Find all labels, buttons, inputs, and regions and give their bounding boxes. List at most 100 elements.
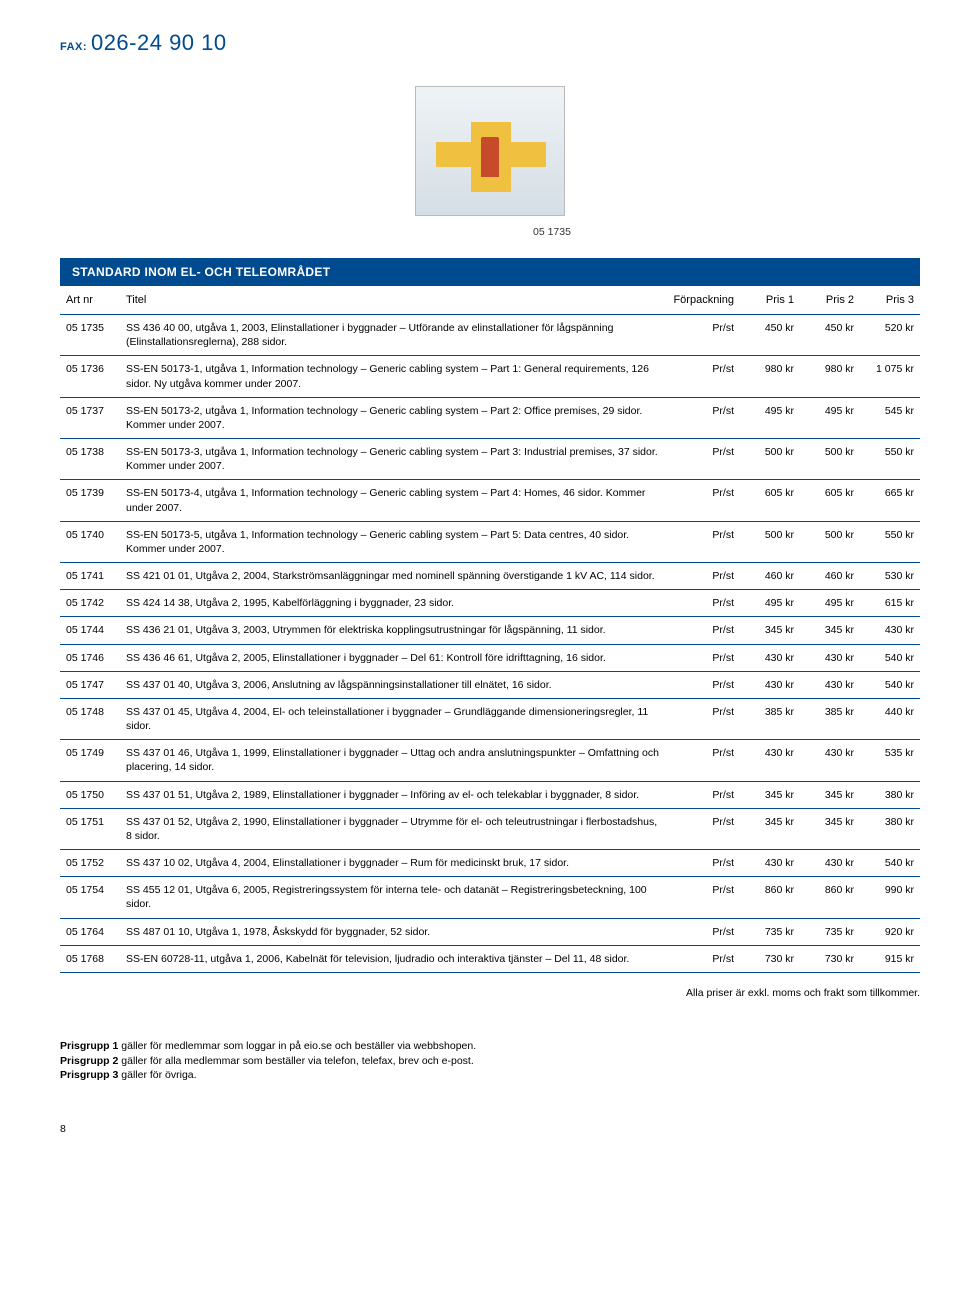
prisgrupp-1-text: gäller för medlemmar som loggar in på ei… bbox=[118, 1040, 476, 1052]
prisgrupp-line: Prisgrupp 2 gäller för alla medlemmar so… bbox=[60, 1054, 920, 1069]
cell-forpackning: Pr/st bbox=[667, 397, 740, 438]
product-image-wrap bbox=[60, 86, 920, 221]
cell-pris1: 430 kr bbox=[740, 644, 800, 671]
table-row: 05 1752SS 437 10 02, Utgåva 4, 2004, Eli… bbox=[60, 850, 920, 877]
cell-pris2: 735 kr bbox=[800, 918, 860, 945]
table-row: 05 1744SS 436 21 01, Utgåva 3, 2003, Utr… bbox=[60, 617, 920, 644]
cell-pris1: 735 kr bbox=[740, 918, 800, 945]
cell-pris2: 495 kr bbox=[800, 590, 860, 617]
cell-titel: SS-EN 50173-5, utgåva 1, Information tec… bbox=[120, 521, 667, 562]
cell-pris1: 450 kr bbox=[740, 315, 800, 356]
col-pris3: Pris 3 bbox=[860, 286, 920, 315]
cell-artnr: 05 1764 bbox=[60, 918, 120, 945]
cell-pris1: 605 kr bbox=[740, 480, 800, 521]
cell-pris1: 345 kr bbox=[740, 617, 800, 644]
cell-pris3: 545 kr bbox=[860, 397, 920, 438]
cell-pris1: 980 kr bbox=[740, 356, 800, 397]
cell-titel: SS 437 01 40, Utgåva 3, 2006, Anslutning… bbox=[120, 671, 667, 698]
table-row: 05 1739SS-EN 50173-4, utgåva 1, Informat… bbox=[60, 480, 920, 521]
section-banner: STANDARD INOM EL- OCH TELEOMRÅDET bbox=[60, 258, 920, 286]
cell-forpackning: Pr/st bbox=[667, 644, 740, 671]
cell-artnr: 05 1746 bbox=[60, 644, 120, 671]
cell-artnr: 05 1737 bbox=[60, 397, 120, 438]
cell-pris3: 520 kr bbox=[860, 315, 920, 356]
col-forpackning: Förpackning bbox=[667, 286, 740, 315]
cell-titel: SS 437 01 46, Utgåva 1, 1999, Elinstalla… bbox=[120, 740, 667, 781]
cell-titel: SS 436 40 00, utgåva 1, 2003, Elinstalla… bbox=[120, 315, 667, 356]
cell-artnr: 05 1751 bbox=[60, 808, 120, 849]
cell-titel: SS 436 21 01, Utgåva 3, 2003, Utrymmen f… bbox=[120, 617, 667, 644]
cell-artnr: 05 1768 bbox=[60, 945, 120, 972]
col-titel: Titel bbox=[120, 286, 667, 315]
prisgrupp-1-label: Prisgrupp 1 bbox=[60, 1040, 118, 1052]
table-row: 05 1764SS 487 01 10, Utgåva 1, 1978, Åsk… bbox=[60, 918, 920, 945]
cell-pris2: 430 kr bbox=[800, 644, 860, 671]
cell-pris1: 430 kr bbox=[740, 850, 800, 877]
cell-artnr: 05 1747 bbox=[60, 671, 120, 698]
cell-artnr: 05 1739 bbox=[60, 480, 120, 521]
cell-forpackning: Pr/st bbox=[667, 781, 740, 808]
cell-pris1: 730 kr bbox=[740, 945, 800, 972]
prisgrupp-2-text: gäller för alla medlemmar som beställer … bbox=[118, 1055, 473, 1067]
lighthouse-icon bbox=[481, 137, 499, 177]
table-row: 05 1737SS-EN 50173-2, utgåva 1, Informat… bbox=[60, 397, 920, 438]
cell-artnr: 05 1738 bbox=[60, 439, 120, 480]
cell-forpackning: Pr/st bbox=[667, 439, 740, 480]
cell-forpackning: Pr/st bbox=[667, 521, 740, 562]
prisgrupp-line: Prisgrupp 3 gäller för övriga. bbox=[60, 1068, 920, 1083]
cell-forpackning: Pr/st bbox=[667, 850, 740, 877]
cell-pris2: 500 kr bbox=[800, 521, 860, 562]
fax-label: FAX: bbox=[60, 41, 87, 53]
cell-artnr: 05 1749 bbox=[60, 740, 120, 781]
cell-artnr: 05 1741 bbox=[60, 563, 120, 590]
table-row: 05 1748SS 437 01 45, Utgåva 4, 2004, El-… bbox=[60, 698, 920, 739]
cell-artnr: 05 1740 bbox=[60, 521, 120, 562]
cell-pris1: 500 kr bbox=[740, 439, 800, 480]
cell-pris2: 345 kr bbox=[800, 808, 860, 849]
cell-artnr: 05 1750 bbox=[60, 781, 120, 808]
cell-forpackning: Pr/st bbox=[667, 671, 740, 698]
prisgrupp-3-text: gäller för övriga. bbox=[118, 1069, 196, 1081]
cell-artnr: 05 1742 bbox=[60, 590, 120, 617]
cell-forpackning: Pr/st bbox=[667, 590, 740, 617]
cell-pris2: 430 kr bbox=[800, 740, 860, 781]
prisgrupp-2-label: Prisgrupp 2 bbox=[60, 1055, 118, 1067]
product-image bbox=[415, 86, 565, 216]
cell-pris1: 860 kr bbox=[740, 877, 800, 918]
cell-pris1: 385 kr bbox=[740, 698, 800, 739]
col-artnr: Art nr bbox=[60, 286, 120, 315]
cell-forpackning: Pr/st bbox=[667, 356, 740, 397]
cell-pris1: 430 kr bbox=[740, 671, 800, 698]
cell-pris3: 915 kr bbox=[860, 945, 920, 972]
cell-pris1: 430 kr bbox=[740, 740, 800, 781]
cell-pris3: 920 kr bbox=[860, 918, 920, 945]
prisgrupp-3-label: Prisgrupp 3 bbox=[60, 1069, 118, 1081]
cell-titel: SS-EN 50173-4, utgåva 1, Information tec… bbox=[120, 480, 667, 521]
cell-pris1: 345 kr bbox=[740, 781, 800, 808]
table-header-row: Art nr Titel Förpackning Pris 1 Pris 2 P… bbox=[60, 286, 920, 315]
table-row: 05 1742SS 424 14 38, Utgåva 2, 1995, Kab… bbox=[60, 590, 920, 617]
cell-pris1: 495 kr bbox=[740, 397, 800, 438]
cell-pris3: 530 kr bbox=[860, 563, 920, 590]
cell-pris2: 430 kr bbox=[800, 850, 860, 877]
table-row: 05 1746SS 436 46 61, Utgåva 2, 2005, Eli… bbox=[60, 644, 920, 671]
cell-titel: SS 424 14 38, Utgåva 2, 1995, Kabelförlä… bbox=[120, 590, 667, 617]
cell-artnr: 05 1735 bbox=[60, 315, 120, 356]
cell-pris3: 440 kr bbox=[860, 698, 920, 739]
cell-titel: SS 437 01 45, Utgåva 4, 2004, El- och te… bbox=[120, 698, 667, 739]
cell-titel: SS 437 10 02, Utgåva 4, 2004, Elinstalla… bbox=[120, 850, 667, 877]
cell-pris1: 500 kr bbox=[740, 521, 800, 562]
cell-titel: SS-EN 50173-1, utgåva 1, Information tec… bbox=[120, 356, 667, 397]
image-caption: 05 1735 bbox=[533, 226, 920, 238]
table-row: 05 1740SS-EN 50173-5, utgåva 1, Informat… bbox=[60, 521, 920, 562]
cell-titel: SS-EN 50173-3, utgåva 1, Information tec… bbox=[120, 439, 667, 480]
cell-pris3: 665 kr bbox=[860, 480, 920, 521]
table-row: 05 1747SS 437 01 40, Utgåva 3, 2006, Ans… bbox=[60, 671, 920, 698]
fax-line: FAX: 026-24 90 10 bbox=[60, 30, 920, 56]
table-row: 05 1751SS 437 01 52, Utgåva 2, 1990, Eli… bbox=[60, 808, 920, 849]
col-pris2: Pris 2 bbox=[800, 286, 860, 315]
cell-pris2: 345 kr bbox=[800, 781, 860, 808]
cell-pris2: 345 kr bbox=[800, 617, 860, 644]
cell-forpackning: Pr/st bbox=[667, 563, 740, 590]
cell-artnr: 05 1754 bbox=[60, 877, 120, 918]
